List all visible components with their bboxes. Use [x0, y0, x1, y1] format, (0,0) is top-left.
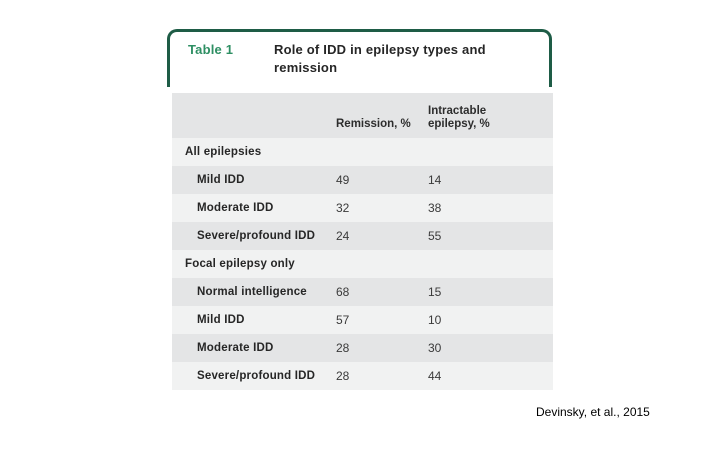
- row-label: Severe/profound IDD: [197, 370, 316, 382]
- table-header-row: Remission, % Intractable epilepsy, %: [172, 93, 553, 138]
- data-table: Remission, % Intractable epilepsy, % All…: [172, 93, 553, 390]
- intractable-value: 55: [428, 229, 442, 243]
- section-label: All epilepsies: [185, 146, 262, 158]
- intractable-value: 38: [428, 201, 442, 215]
- remission-value: 28: [336, 341, 350, 355]
- row-label: Severe/profound IDD: [197, 230, 316, 242]
- table-number-label: Table 1: [188, 42, 234, 57]
- remission-value: 32: [336, 201, 350, 215]
- intractable-value: 44: [428, 369, 442, 383]
- table-row: Mild IDD 49 14: [172, 166, 553, 194]
- intractable-value: 10: [428, 313, 442, 327]
- column-header-intractable-epilepsy: Intractable epilepsy, %: [428, 105, 490, 130]
- section-header-all-epilepsies: All epilepsies: [172, 138, 553, 166]
- remission-value: 49: [336, 173, 350, 187]
- remission-value: 24: [336, 229, 350, 243]
- intractable-value: 15: [428, 285, 442, 299]
- section-header-focal-epilepsy-only: Focal epilepsy only: [172, 250, 553, 278]
- row-label: Moderate IDD: [197, 202, 274, 214]
- citation: Devinsky, et al., 2015: [536, 405, 650, 419]
- table-row: Moderate IDD 32 38: [172, 194, 553, 222]
- remission-value: 57: [336, 313, 350, 327]
- table-title-box: Table 1 Role of IDD in epilepsy types an…: [167, 29, 552, 87]
- table-title: Role of IDD in epilepsy types and remiss…: [274, 42, 486, 75]
- table-row: Severe/profound IDD 28 44: [172, 362, 553, 390]
- row-label: Mild IDD: [197, 174, 245, 186]
- table-row: Normal intelligence 68 15: [172, 278, 553, 306]
- intractable-value: 14: [428, 173, 442, 187]
- row-label: Mild IDD: [197, 314, 245, 326]
- column-header-remission: Remission, %: [336, 118, 411, 130]
- intractable-value: 30: [428, 341, 442, 355]
- table-row: Severe/profound IDD 24 55: [172, 222, 553, 250]
- remission-value: 28: [336, 369, 350, 383]
- section-label: Focal epilepsy only: [185, 258, 295, 270]
- row-label: Normal intelligence: [197, 286, 307, 298]
- remission-value: 68: [336, 285, 350, 299]
- table-row: Mild IDD 57 10: [172, 306, 553, 334]
- row-label: Moderate IDD: [197, 342, 274, 354]
- table-row: Moderate IDD 28 30: [172, 334, 553, 362]
